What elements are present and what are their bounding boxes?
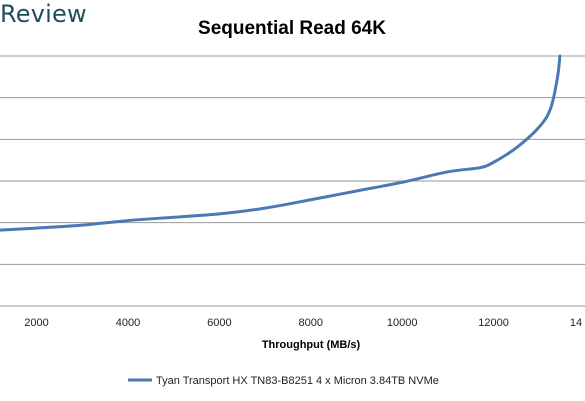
- legend-label: Tyan Transport HX TN83-B8251 4 x Micron …: [156, 375, 439, 387]
- series-line: [0, 54, 562, 232]
- legend: Tyan Transport HX TN83-B8251 4 x Micron …: [128, 375, 439, 387]
- x-tick-label: 10000: [387, 317, 418, 329]
- x-axis-label: Throughput (MB/s): [262, 339, 361, 351]
- x-tick-label: 2000: [24, 317, 48, 329]
- brand-logo-text: Review: [0, 0, 87, 28]
- x-tick-label: 12000: [478, 317, 509, 329]
- x-tick-label: 8000: [299, 317, 323, 329]
- x-tick-labels: 2000 4000 6000 8000 10000 12000 14: [24, 317, 582, 329]
- x-tick-label: 6000: [207, 317, 231, 329]
- x-tick-label: 4000: [116, 317, 140, 329]
- chart-title: Sequential Read 64K: [198, 18, 386, 39]
- x-tick-label: 14: [570, 317, 582, 329]
